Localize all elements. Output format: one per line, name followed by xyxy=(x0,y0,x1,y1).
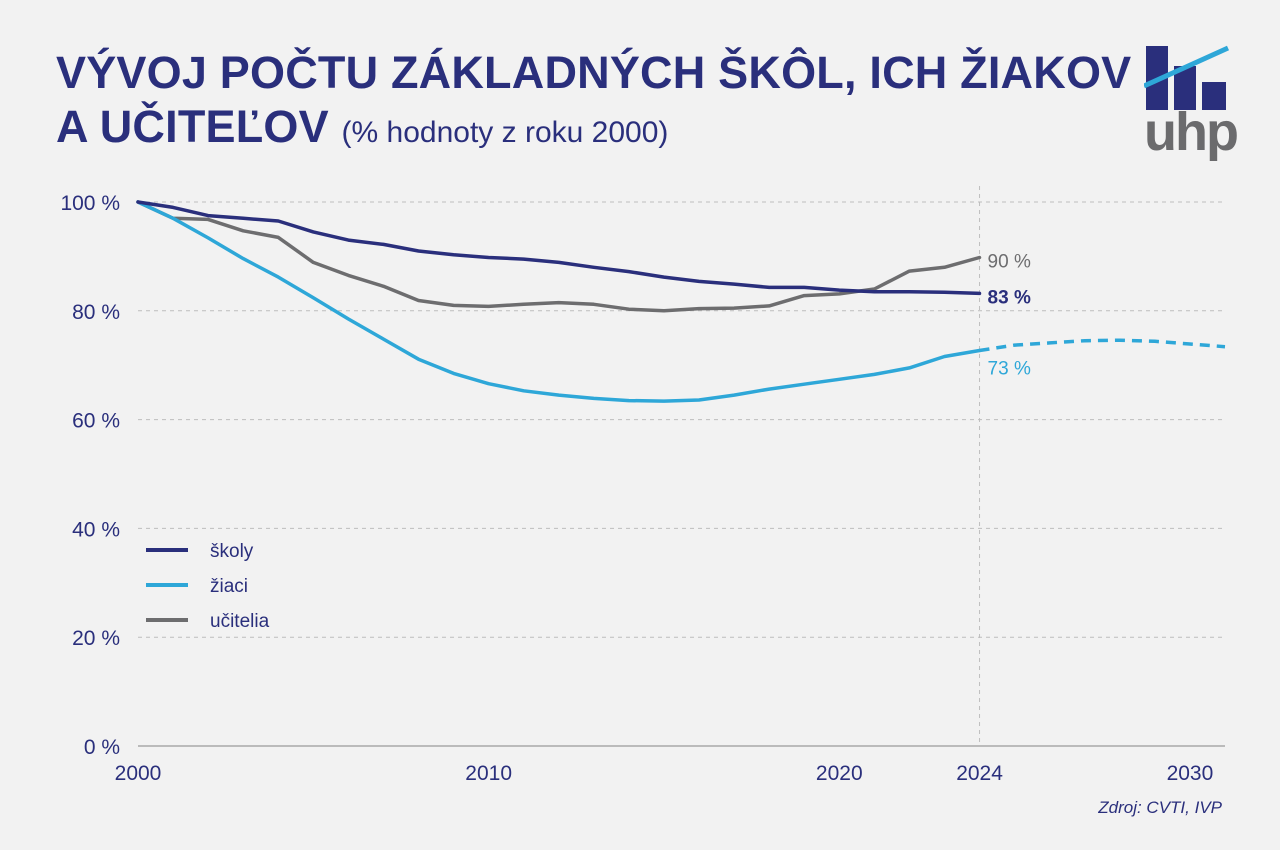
end-label-ziaci: 73 % xyxy=(988,359,1031,380)
logo-text: uhp xyxy=(1144,102,1239,162)
legend-label-skoly: školy xyxy=(210,541,254,562)
grid-layer xyxy=(138,186,1225,746)
y-tick-label: 40 % xyxy=(72,518,120,541)
uhp-logo-icon xyxy=(1144,45,1230,110)
y-tick-label: 60 % xyxy=(72,410,120,433)
legend-label-ziaci: žiaci xyxy=(210,576,248,597)
legend: školy žiaci učitelia xyxy=(146,541,270,632)
end-label-ucitelia: 90 % xyxy=(988,251,1031,272)
x-tick-label: 2020 xyxy=(816,762,863,785)
end-label-skoly: 83 % xyxy=(988,287,1031,308)
x-tick-label: 2010 xyxy=(465,762,512,785)
y-tick-label: 20 % xyxy=(72,627,120,650)
label-layer: 83 % 73 % 90 % xyxy=(988,251,1031,379)
x-tick-label: 2030 xyxy=(1167,762,1214,785)
series-line-ziaci xyxy=(136,200,982,403)
title-line-2-main: A UČITEĽOV xyxy=(56,101,329,152)
axis-layer: 0 % 20 % 40 % 60 % 80 % 100 % 2000 2010 2020 2024… xyxy=(60,192,1225,785)
series-layer xyxy=(136,200,1226,403)
chart-title: VÝVOJ POČTU ZÁKLADNÝCH ŠKÔL, ICH ŽIAKOV … xyxy=(56,46,1131,160)
title-line-1: VÝVOJ POČTU ZÁKLADNÝCH ŠKÔL, ICH ŽIAKOV xyxy=(56,47,1132,98)
series-line-skoly xyxy=(136,200,982,296)
legend-label-ucitelia: učitelia xyxy=(210,611,270,632)
title-line-2: A UČITEĽOV (% hodnoty z roku 2000) xyxy=(56,100,1131,160)
x-tick-label: 2024 xyxy=(956,762,1003,785)
series-forecast-ziaci xyxy=(979,338,1226,353)
source-note: Zdroj: CVTI, IVP xyxy=(1098,798,1222,817)
x-tick-label: 2000 xyxy=(115,762,162,785)
y-tick-label: 0 % xyxy=(84,736,120,759)
y-tick-label: 80 % xyxy=(72,301,120,324)
series-line-ucitelia xyxy=(136,200,982,313)
chart-subtitle: (% hodnoty z roku 2000) xyxy=(341,116,669,149)
y-tick-label: 100 % xyxy=(60,192,120,215)
